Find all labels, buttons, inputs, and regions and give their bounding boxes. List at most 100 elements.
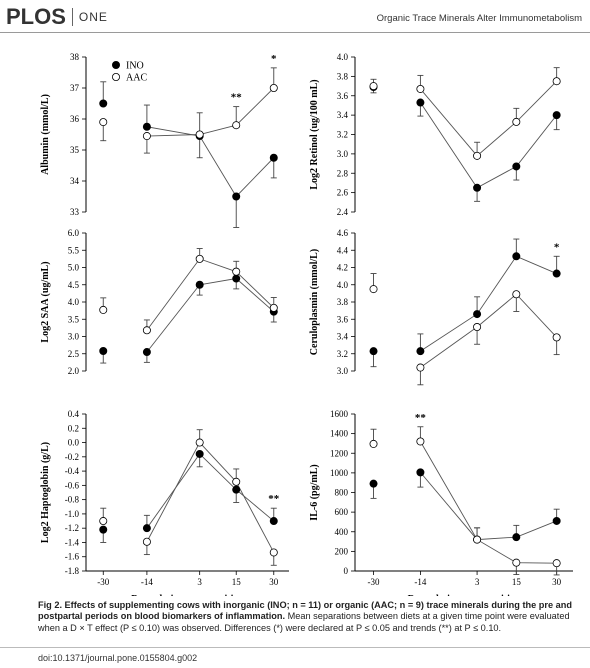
y-tick-label: -0.6	[65, 480, 80, 490]
y-tick-label: 0	[344, 566, 349, 576]
x-axis-label: Day relative to parturition	[408, 594, 521, 596]
legend-label-aac: AAC	[126, 73, 147, 84]
y-tick-label: -0.4	[65, 466, 80, 476]
data-point-ino	[99, 346, 108, 355]
data-point-ino	[269, 517, 278, 526]
y-tick-label: 4.2	[337, 263, 348, 273]
data-point-aac	[195, 254, 204, 263]
data-point-ino	[99, 99, 108, 108]
y-axis-label: Log2 Haptoglobin (g/L)	[40, 442, 51, 543]
series-line-aac	[146, 441, 275, 553]
y-tick-label: 33	[70, 207, 80, 217]
y-tick-label: 4.4	[337, 245, 349, 255]
data-point-ino	[369, 347, 378, 356]
y-axis-label: Ceruloplasmin (mmol/L)	[309, 249, 320, 355]
legend-marker-ino	[112, 60, 121, 69]
y-tick-label: 4.5	[68, 280, 80, 290]
data-point-ino	[473, 183, 482, 192]
series-line-aac	[420, 293, 557, 368]
data-point-ino	[552, 111, 561, 120]
logo-one-text: ONE	[78, 10, 108, 24]
data-point-aac	[142, 537, 151, 546]
data-point-aac	[232, 477, 241, 486]
data-point-aac	[416, 437, 425, 446]
x-tick-label: -30	[97, 577, 109, 587]
data-point-aac	[552, 77, 561, 86]
y-tick-label: -1.2	[65, 523, 79, 533]
legend-label-ino: INO	[126, 61, 144, 72]
y-tick-label: 2.6	[337, 188, 349, 198]
y-tick-label: 3.0	[337, 149, 349, 159]
y-tick-label: 4.0	[68, 297, 80, 307]
y-tick-label: 36	[70, 114, 80, 124]
data-point-aac	[473, 323, 482, 332]
data-point-aac	[369, 82, 378, 91]
series-line-ino	[146, 126, 275, 198]
y-tick-label: 600	[335, 507, 349, 517]
data-point-aac	[269, 84, 278, 93]
x-tick-label: 30	[269, 577, 279, 587]
data-point-ino	[416, 468, 425, 477]
y-tick-label: 3.6	[337, 314, 349, 324]
series-line-aac	[420, 441, 557, 564]
page-header: PLOS ONE Organic Trace Minerals Alter Im…	[0, 0, 590, 34]
data-point-aac	[195, 438, 204, 447]
series-line-ino	[146, 453, 275, 529]
y-tick-label: 3.4	[337, 332, 349, 342]
x-tick-label: 15	[232, 577, 242, 587]
data-point-aac	[552, 333, 561, 342]
data-point-ino	[232, 274, 241, 283]
doi-text: doi:10.1371/journal.pone.0155804.g002	[38, 653, 198, 663]
y-tick-label: -1.4	[65, 537, 80, 547]
significance-marker: **	[415, 412, 427, 424]
y-tick-label: 400	[335, 527, 349, 537]
y-tick-label: 200	[335, 546, 349, 556]
data-point-ino	[232, 485, 241, 494]
data-point-aac	[552, 559, 561, 568]
data-point-aac	[269, 303, 278, 312]
data-point-ino	[232, 192, 241, 201]
y-tick-label: -0.2	[65, 452, 79, 462]
data-point-aac	[99, 517, 108, 526]
data-point-aac	[512, 117, 521, 126]
figure-caption: Fig 2. Effects of supplementing cows wit…	[38, 600, 583, 634]
series-line-aac	[420, 80, 557, 157]
data-point-ino	[195, 280, 204, 289]
y-tick-label: 3.8	[337, 71, 349, 81]
y-tick-label: 2.5	[68, 349, 80, 359]
data-point-ino	[369, 479, 378, 488]
x-tick-label: -14	[414, 577, 426, 587]
chart-panel-3: 2.0 2.5 3.0 3.5 4.0 4.5 5.0 5.5 6.0 Log2 SAA (ug/…	[40, 228, 278, 376]
series-line-ino	[146, 278, 275, 353]
series-line-ino	[420, 472, 557, 541]
y-tick-label: 0.4	[68, 409, 80, 419]
y-tick-label: 35	[70, 145, 80, 155]
chart-panel-2: 2.4 2.6 2.8 3.0 3.2 3.4 3.6 3.8 4.0 Log2 Retinol …	[309, 52, 561, 217]
header-divider	[0, 32, 590, 33]
running-title: Organic Trace Minerals Alter Immunometab…	[376, 13, 582, 24]
data-point-aac	[416, 363, 425, 372]
x-tick-label: -14	[141, 577, 153, 587]
significance-marker: *	[271, 53, 277, 65]
series-line-ino	[420, 255, 557, 352]
y-tick-label: 6.0	[68, 228, 80, 238]
x-tick-label: 15	[512, 577, 522, 587]
data-point-aac	[512, 558, 521, 567]
data-point-aac	[142, 326, 151, 335]
y-tick-label: 5.0	[68, 263, 80, 273]
y-tick-label: 4.0	[337, 280, 349, 290]
y-tick-label: -1.0	[65, 509, 80, 519]
y-tick-label: 3.8	[337, 297, 349, 307]
data-point-ino	[99, 525, 108, 534]
y-axis-label: IL-6 (pg/mL)	[309, 464, 320, 520]
data-point-aac	[416, 84, 425, 93]
data-point-ino	[142, 524, 151, 533]
x-tick-label: 3	[197, 577, 202, 587]
y-tick-label: -0.8	[65, 495, 80, 505]
data-point-ino	[416, 98, 425, 107]
y-tick-label: 38	[70, 52, 80, 62]
y-tick-label: 34	[70, 176, 80, 186]
data-point-ino	[473, 310, 482, 319]
data-point-ino	[142, 348, 151, 357]
